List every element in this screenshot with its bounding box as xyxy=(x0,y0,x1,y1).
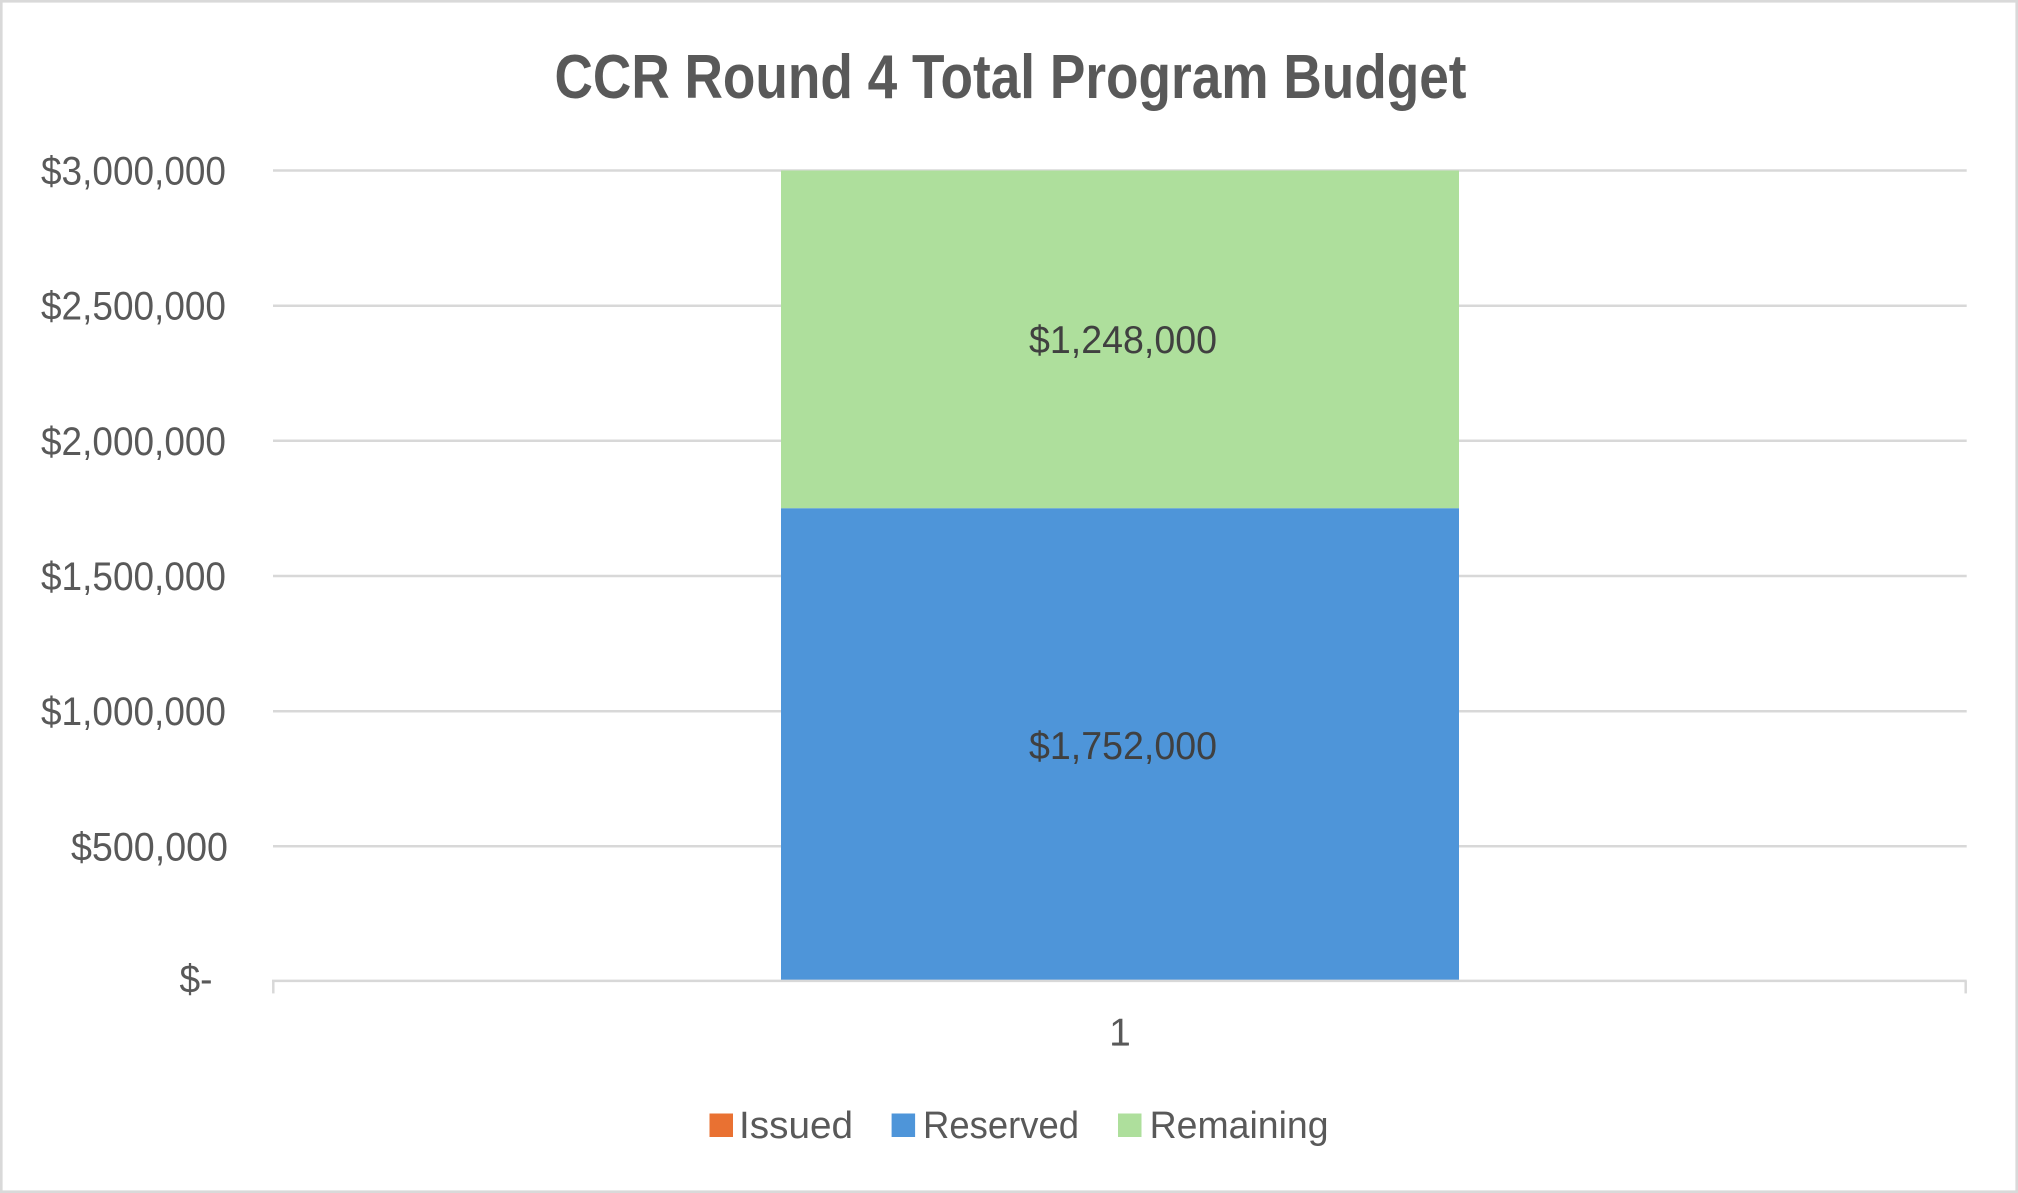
svg-text:$1,500,000: $1,500,000 xyxy=(41,555,226,599)
svg-text:CCR Round 4 Total Program Budg: CCR Round 4 Total Program Budget xyxy=(555,43,1467,112)
svg-text:$2,500,000: $2,500,000 xyxy=(41,285,226,329)
svg-text:$3,000,000: $3,000,000 xyxy=(41,150,226,194)
svg-text:Issued: Issued xyxy=(739,1104,853,1147)
svg-text:$1,000,000: $1,000,000 xyxy=(41,690,226,734)
svg-text:$1,752,000: $1,752,000 xyxy=(1029,725,1217,768)
svg-text:$-: $- xyxy=(180,958,213,1002)
svg-text:$2,000,000: $2,000,000 xyxy=(41,420,226,464)
svg-text:Reserved: Reserved xyxy=(923,1104,1079,1147)
svg-text:Remaining: Remaining xyxy=(1150,1104,1329,1147)
svg-text:1: 1 xyxy=(1109,1012,1131,1055)
svg-text:$500,000: $500,000 xyxy=(71,825,228,869)
svg-text:$1,248,000: $1,248,000 xyxy=(1029,319,1217,362)
